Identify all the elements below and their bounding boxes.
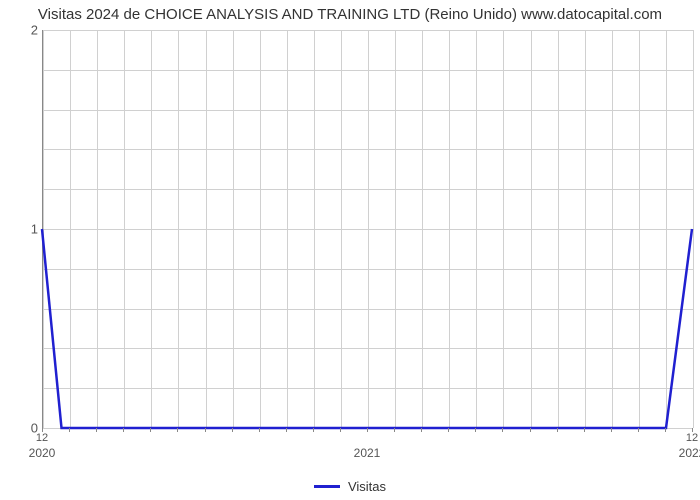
xtick-mark bbox=[96, 428, 97, 432]
xtick-mark bbox=[502, 428, 503, 432]
xtick-mark bbox=[150, 428, 151, 432]
xtick-mark bbox=[286, 428, 287, 432]
legend-swatch bbox=[314, 485, 340, 488]
xtick-mark bbox=[42, 428, 43, 432]
xmajor-2021: 2021 bbox=[354, 446, 381, 460]
xtick-mark bbox=[69, 428, 70, 432]
xminor-1: 12 bbox=[686, 432, 698, 444]
xmajor-2022: 2022 bbox=[679, 446, 700, 460]
chart-title: Visitas 2024 de CHOICE ANALYSIS AND TRAI… bbox=[0, 6, 700, 23]
xtick-mark bbox=[692, 428, 693, 432]
xtick-mark bbox=[421, 428, 422, 432]
xmajor-2020: 2020 bbox=[29, 446, 56, 460]
xtick-mark bbox=[177, 428, 178, 432]
xtick-mark bbox=[232, 428, 233, 432]
gridline-v bbox=[693, 30, 694, 428]
chart-container: Visitas 2024 de CHOICE ANALYSIS AND TRAI… bbox=[0, 0, 700, 500]
xtick-mark bbox=[530, 428, 531, 432]
xtick-mark bbox=[205, 428, 206, 432]
xtick-mark bbox=[557, 428, 558, 432]
xminor-0: 12 bbox=[36, 432, 48, 444]
ytick-1: 1 bbox=[31, 222, 38, 237]
legend: Visitas bbox=[0, 479, 700, 494]
xtick-mark bbox=[259, 428, 260, 432]
xtick-mark bbox=[584, 428, 585, 432]
ytick-2: 2 bbox=[31, 23, 38, 38]
xtick-mark bbox=[123, 428, 124, 432]
xtick-mark bbox=[367, 428, 368, 432]
xtick-mark bbox=[340, 428, 341, 432]
xtick-mark bbox=[313, 428, 314, 432]
legend-label: Visitas bbox=[348, 479, 386, 494]
xtick-mark bbox=[638, 428, 639, 432]
xtick-mark bbox=[448, 428, 449, 432]
xtick-mark bbox=[475, 428, 476, 432]
xtick-mark bbox=[394, 428, 395, 432]
xtick-mark bbox=[611, 428, 612, 432]
data-line bbox=[42, 30, 692, 428]
xtick-mark bbox=[665, 428, 666, 432]
